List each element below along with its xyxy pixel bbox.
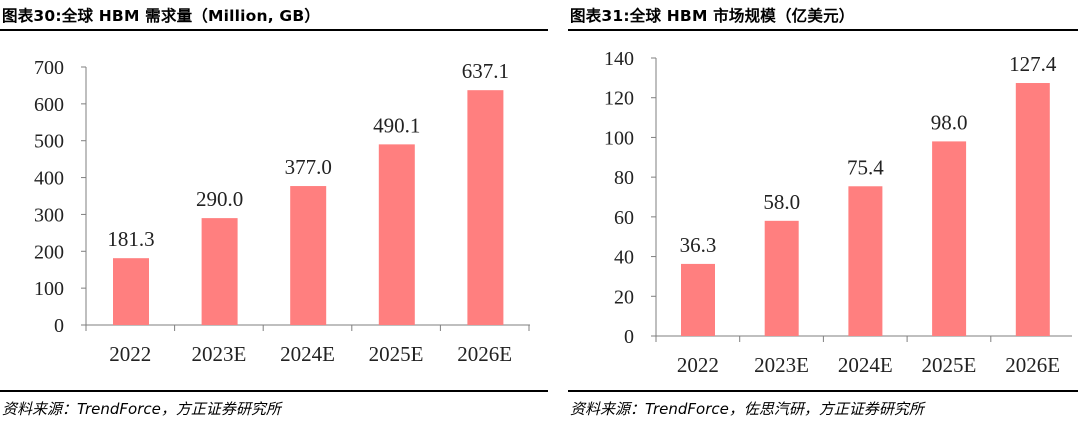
data-label: 58.0 [763,190,800,214]
x-tick-label: 2025E [369,342,424,366]
y-tick-label: 400 [34,168,64,190]
data-label: 75.4 [847,155,884,179]
bar [113,258,149,325]
bar-chart-hbm-market-size: 0 20 40 60 80 100 120 140 36.3 2022 58.0 2023E 75.4 2… [604,48,1072,377]
bar [467,90,504,326]
y-tick-label: 120 [604,88,634,110]
bar [290,186,327,325]
source-rule [568,390,1078,392]
bar [378,144,415,325]
source-note: 资料来源：TrendForce，方正证券研究所 [2,400,281,418]
y-tick-label: 500 [34,131,64,153]
x-tick-label: 2026E [457,342,512,366]
bar [681,263,715,336]
data-label: 127.4 [1009,52,1057,76]
x-tick-label: 2024E [838,353,893,377]
title-rule [568,29,1078,31]
y-tick-label: 200 [34,241,64,263]
y-tick-label: 0 [54,315,64,337]
y-tick-label: 40 [614,247,634,269]
x-tick-label: 2023E [191,342,246,366]
bar [201,218,238,325]
bar [1015,83,1050,336]
y-tick-label: 300 [34,204,64,226]
data-label: 637.1 [462,59,509,83]
y-tick-label: 140 [604,48,634,70]
chart-panel-hbm-demand: 图表30:全球 HBM 需求量（Million, GB） 0 100 200 300 4… [0,7,548,418]
source-rule [0,390,548,392]
data-label: 490.1 [373,113,420,137]
y-tick-label: 0 [624,326,634,348]
y-tick-label: 20 [614,286,634,308]
y-tick-label: 600 [34,94,64,116]
data-label: 377.0 [285,155,332,179]
y-tick-label: 100 [604,127,634,149]
chart-title: 图表31:全球 HBM 市场规模（亿美元） [570,7,855,25]
x-tick-label: 2025E [922,353,977,377]
y-tick-label: 60 [614,207,634,229]
bar-chart-hbm-demand: 0 100 200 300 400 500 600 700 181.3 2022 290.0 2023… [34,57,530,366]
x-tick-label: 2022 [677,353,719,377]
chart-title: 图表30:全球 HBM 需求量（Million, GB） [2,7,321,25]
source-note: 资料来源：TrendForce，佐思汽研，方正证券研究所 [570,400,924,418]
title-rule [0,29,548,31]
chart-panel-hbm-market-size: 图表31:全球 HBM 市场规模（亿美元） 0 20 40 60 80 100 120 140… [568,0,1078,421]
data-label: 290.0 [196,187,243,211]
y-tick-label: 100 [34,278,64,300]
x-tick-label: 2026E [1005,353,1060,377]
y-tick-label: 700 [34,57,64,79]
data-label: 181.3 [107,227,154,251]
bar [764,220,799,336]
bar [848,186,883,336]
x-tick-label: 2023E [754,353,809,377]
x-tick-label: 2022 [109,342,151,366]
y-tick-label: 80 [614,167,634,189]
data-label: 36.3 [680,233,717,257]
bar [932,141,967,336]
x-tick-label: 2024E [280,342,335,366]
data-label: 98.0 [931,110,968,134]
